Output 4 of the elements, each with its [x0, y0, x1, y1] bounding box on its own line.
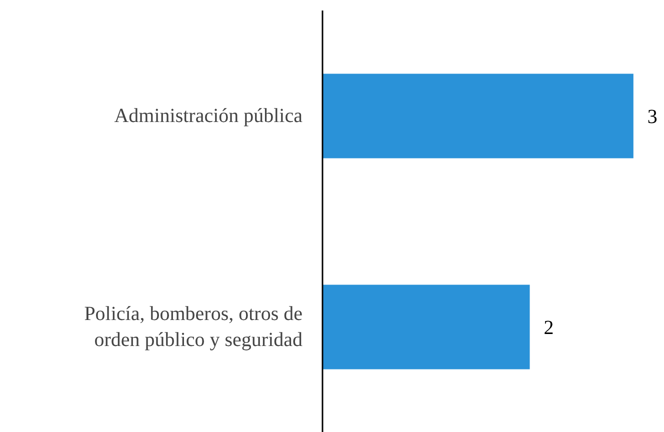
data-label: 3 [647, 106, 658, 128]
y-tick-label: Policía, bomberos, otros de orden público y seguridad [84, 302, 303, 352]
y-tick-label: Administración pública [114, 105, 303, 127]
data-label: 2 [544, 317, 554, 339]
